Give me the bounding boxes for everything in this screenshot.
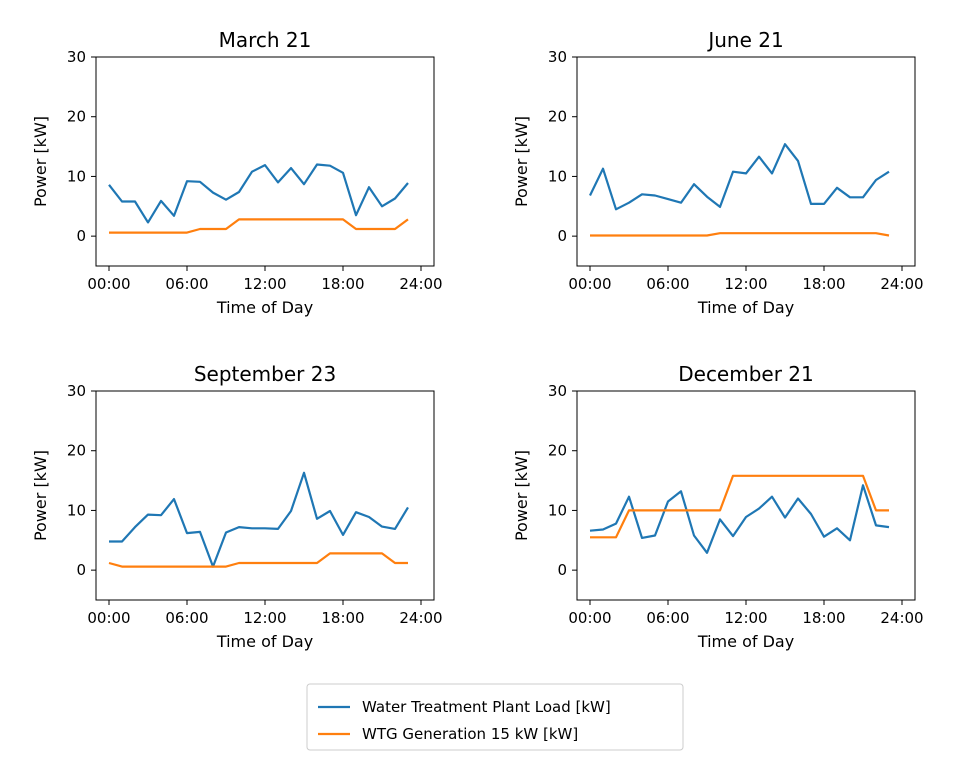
panel-title: June 21 [706,28,783,52]
load-series-line [589,484,890,554]
wtg-series-line [108,552,408,568]
axes-frame [576,390,916,601]
y-tick-label: 0 [76,561,86,579]
x-tick-label: 00:00 [568,275,611,293]
x-tick-label: 18:00 [321,609,364,627]
x-tick-label: 18:00 [802,275,845,293]
panel-title: September 23 [194,362,336,386]
legend: Water Treatment Plant Load [kW] WTG Gene… [306,683,684,751]
y-axis-label: Power [kW] [512,450,531,541]
y-tick-label: 10 [548,501,567,519]
load-series-line [109,471,409,568]
y-tick-label: 20 [67,442,86,460]
y-tick-label: 30 [67,48,86,66]
y-axis-label: Power [kW] [31,116,50,207]
y-tick-label: 0 [557,561,567,579]
panel-2: 00:00 06:00 12:00 18:00 24:00 0 10 20 30 June 21 T… [512,28,924,317]
legend-label-load: Water Treatment Plant Load [kW] [362,698,611,716]
y-tick-label: 0 [76,227,86,245]
y-tick-label: 10 [67,501,86,519]
x-tick-label: 12:00 [724,609,767,627]
x-tick-label: 00:00 [87,609,130,627]
x-tick-label: 24:00 [399,609,442,627]
x-tick-label: 06:00 [646,609,689,627]
panel-title: December 21 [678,362,814,386]
x-tick-label: 12:00 [243,609,286,627]
x-axis-label: Time of Day [697,632,794,651]
x-tick-label: 12:00 [243,275,286,293]
x-tick-label: 12:00 [724,275,767,293]
y-tick-label: 30 [67,382,86,400]
y-tick-label: 20 [67,108,86,126]
y-tick-label: 10 [67,167,86,185]
load-series-line [589,143,890,211]
load-series-line [108,163,409,224]
y-tick-label: 20 [548,108,567,126]
x-axis-label: Time of Day [216,298,313,317]
wtg-series-line [109,218,409,234]
x-tick-label: 18:00 [802,609,845,627]
y-tick-label: 10 [548,167,567,185]
axes-frame [95,390,435,601]
x-tick-label: 00:00 [568,609,611,627]
x-axis-label: Time of Day [697,298,794,317]
panel-4: 00:00 06:00 12:00 18:00 24:00 0 10 20 30 December… [512,362,924,651]
x-axis-label: Time of Day [216,632,313,651]
y-tick-label: 20 [548,442,567,460]
x-tick-label: 24:00 [399,275,442,293]
x-tick-label: 24:00 [880,275,923,293]
y-tick-label: 30 [548,48,567,66]
panel-1: 00:00 06:00 12:00 18:00 24:00 0 10 20 30 March 21… [31,28,443,317]
x-tick-label: 06:00 [646,275,689,293]
x-tick-label: 00:00 [87,275,130,293]
wtg-series-line [590,232,890,237]
x-tick-label: 06:00 [165,275,208,293]
x-tick-label: 24:00 [880,609,923,627]
y-axis-label: Power [kW] [512,116,531,207]
x-tick-label: 18:00 [321,275,364,293]
wtg-series-line [590,474,889,539]
panel-title: March 21 [219,28,312,52]
y-tick-label: 30 [548,382,567,400]
panel-3: 00:00 06:00 12:00 18:00 24:00 0 10 20 30 Septembe… [31,362,443,651]
x-tick-label: 06:00 [165,609,208,627]
axes-frame [95,56,435,267]
y-tick-label: 0 [557,227,567,245]
y-axis-label: Power [kW] [31,450,50,541]
legend-frame [306,683,684,751]
legend-label-wtg: WTG Generation 15 kW [kW] [362,725,578,743]
